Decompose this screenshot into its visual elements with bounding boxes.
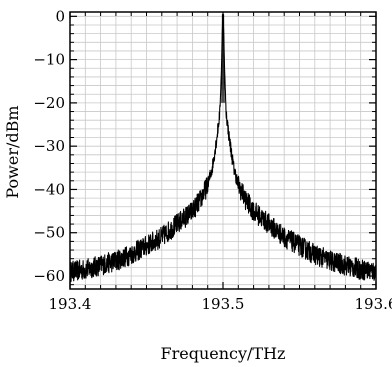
y-tick-label: −30 xyxy=(33,137,65,155)
x-tick-label: 193.6 xyxy=(355,295,392,313)
y-tick-label: −60 xyxy=(33,267,65,285)
y-axis-label: Power/dBm xyxy=(3,105,22,198)
y-tick-label: −10 xyxy=(33,51,65,69)
axes xyxy=(69,11,377,290)
x-tick-label: 193.4 xyxy=(49,295,92,313)
y-tick-label: −50 xyxy=(33,224,65,242)
y-tick-label: 0 xyxy=(55,7,65,25)
x-tick-label: 193.5 xyxy=(202,295,245,313)
peak-line-left xyxy=(221,14,224,103)
y-tick-label: −40 xyxy=(33,180,65,198)
tick-labels: 0 −10 −20 −30 −40 −50 −60 193.4 193.5 193.6 xyxy=(33,7,392,313)
y-tick-label: −20 xyxy=(33,94,65,112)
x-axis-label: Frequency/THz xyxy=(161,344,286,363)
grid-lines xyxy=(70,12,376,289)
peak-line-right xyxy=(222,14,225,103)
